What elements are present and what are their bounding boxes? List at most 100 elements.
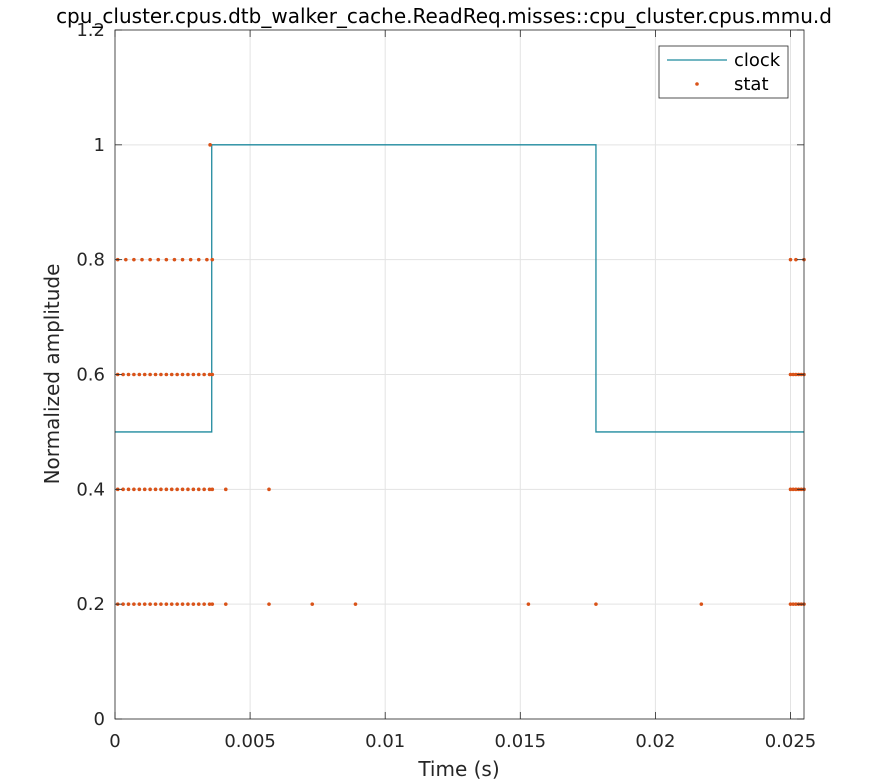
data-point [191,602,196,606]
y-tick-label: 0 [94,709,105,730]
data-point [153,487,158,492]
series-layer [115,143,806,606]
data-point [196,257,201,262]
data-point [140,257,144,262]
data-point [132,487,136,492]
data-point [175,372,179,377]
data-point [267,602,271,606]
data-point [794,257,798,262]
data-point [788,487,793,492]
data-point [159,372,163,377]
legend-clock-label: clock [734,50,781,71]
y-tick-label: 0.2 [76,594,105,615]
data-point [788,372,793,377]
data-point [159,487,163,492]
x-tick-label: 0.02 [635,731,675,752]
data-point [164,257,169,262]
data-point [169,487,174,492]
data-point [124,257,128,262]
data-point [353,602,358,606]
data-point [137,372,142,377]
data-point [794,372,798,377]
data-point [180,372,185,377]
data-point [142,602,147,606]
data-point [223,487,228,492]
data-point [196,602,201,606]
data-point [164,487,169,492]
data-point [121,602,125,606]
data-point [202,602,206,606]
data-point [180,602,185,606]
y-tick-labels: 0 0.2 0.4 0.6 0.8 1 1.2 [76,20,105,730]
data-point [223,602,228,606]
data-point [207,602,212,606]
data-point [126,602,131,606]
data-point [267,487,271,492]
legend: clock stat [658,45,789,99]
x-tick-label: 0.025 [765,731,817,752]
data-point [180,257,185,262]
data-point [794,487,798,492]
data-point [202,372,206,377]
legend-stat-swatch [695,82,699,86]
legend-stat-label: stat [734,74,769,95]
data-point [791,372,795,377]
y-axis-label: Normalized amplitude [40,264,64,485]
data-point [186,372,190,377]
data-point [196,372,201,377]
data-point [169,602,174,606]
data-point [210,487,215,492]
data-point [210,372,215,377]
data-point [159,602,163,606]
x-tick-label: 0.005 [224,731,276,752]
data-point [205,257,209,262]
data-point [148,602,152,606]
data-point [699,602,704,606]
data-point [169,372,174,377]
data-point [210,257,215,262]
y-tick-label: 0.6 [76,365,105,386]
data-point [148,257,152,262]
y-tick-label: 1 [94,135,105,156]
y-tick-label: 1.2 [76,20,105,41]
data-point [156,257,161,262]
data-point [126,372,131,377]
data-point [153,602,158,606]
data-point [126,487,131,492]
data-point [210,602,215,606]
data-point [791,487,795,492]
data-point [148,372,152,377]
data-point [208,143,212,147]
data-point [191,372,196,377]
data-point [172,257,177,262]
data-point [148,487,152,492]
data-point [191,487,196,492]
data-point [121,372,125,377]
data-point [594,602,598,606]
data-point [202,487,206,492]
data-point [121,487,125,492]
x-tick-label: 0.015 [495,731,547,752]
data-point [132,257,136,262]
data-point [196,487,201,492]
series-stat-points [115,143,806,606]
data-point [164,602,169,606]
data-point [137,487,142,492]
data-point [132,602,136,606]
data-point [153,372,158,377]
data-point [175,602,179,606]
data-point [794,602,798,606]
data-point [207,372,212,377]
data-point [164,372,169,377]
data-point [142,372,147,377]
data-point [788,257,793,262]
data-point [791,602,795,606]
data-point [526,602,531,606]
data-point [207,487,212,492]
data-point [142,487,147,492]
series-clock-line [115,144,804,433]
x-axis-label: Time (s) [417,757,499,781]
legend-box [658,45,789,99]
data-point [132,372,136,377]
